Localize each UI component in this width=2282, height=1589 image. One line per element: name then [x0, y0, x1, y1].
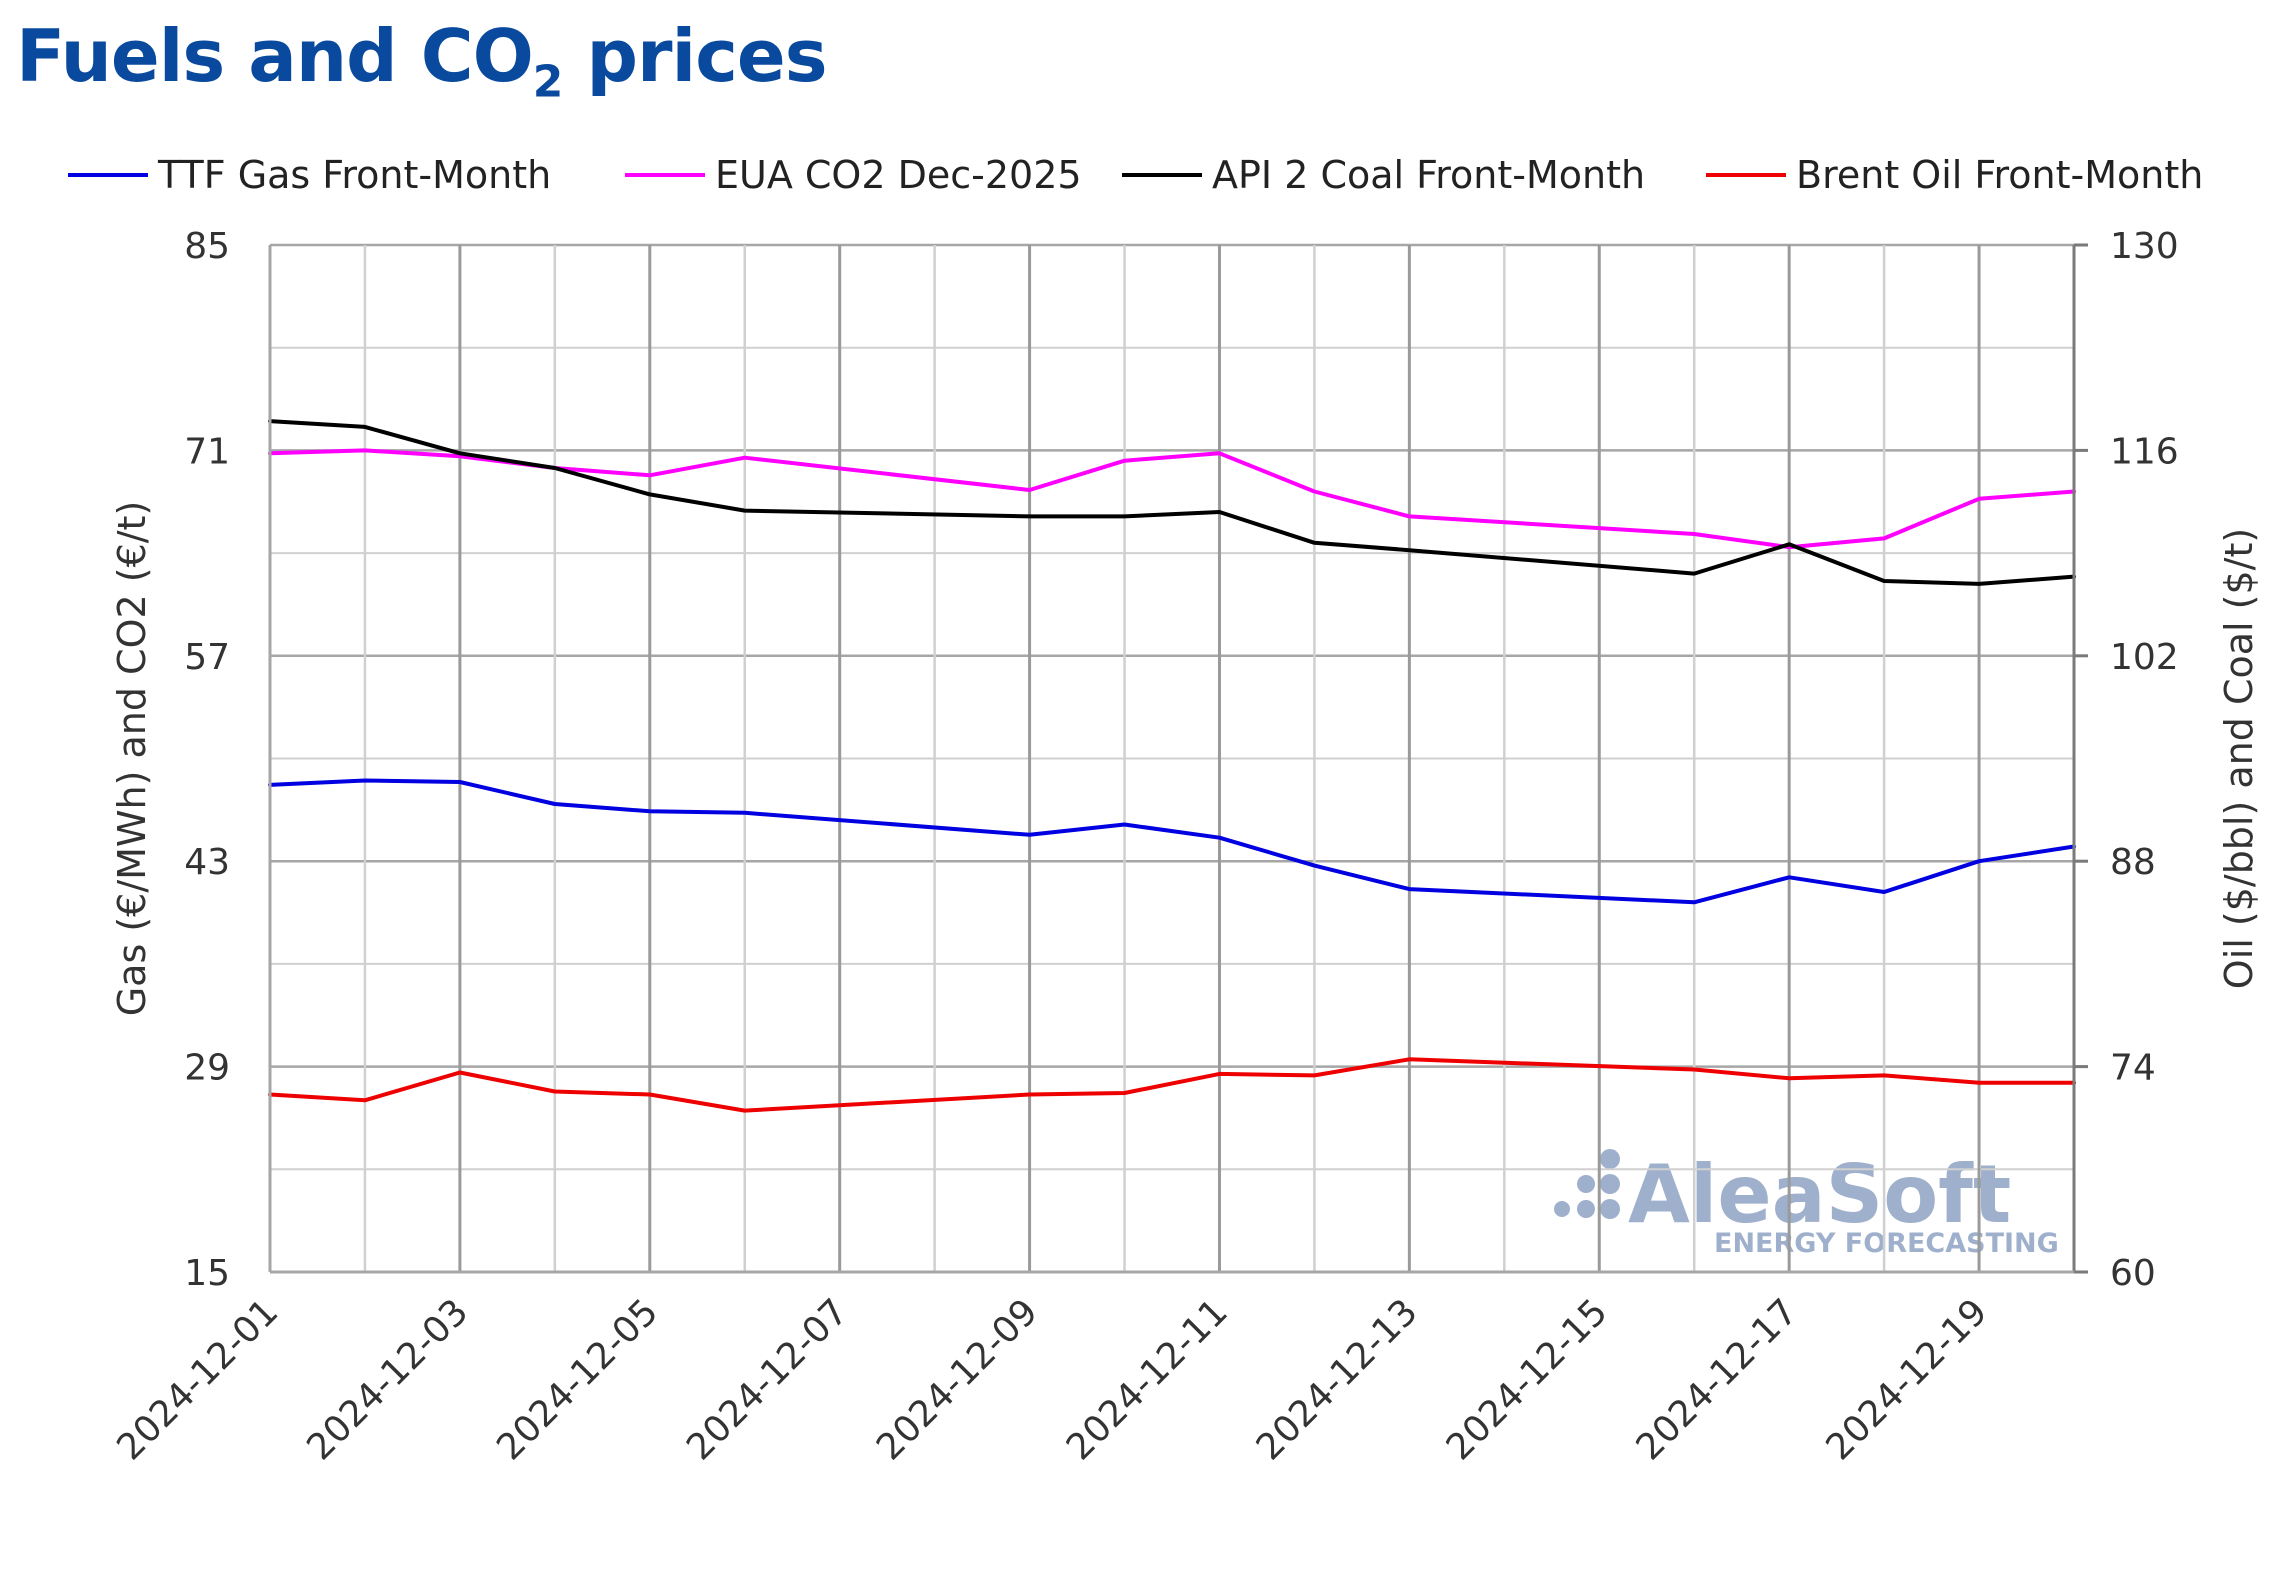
x-tick-label: 2024-12-15 [1439, 1291, 1616, 1468]
y-right-tick-label: 88 [2110, 842, 2156, 883]
x-tick-label: 2024-12-01 [109, 1291, 286, 1468]
title-subscript: 2 [532, 56, 564, 108]
title-tail: prices [562, 14, 827, 98]
watermark-dots-icon [1554, 1149, 1620, 1219]
x-tick-label: 2024-12-11 [1059, 1291, 1236, 1468]
y-right-tick-label: 102 [2110, 637, 2179, 678]
x-tick-label: 2024-12-07 [679, 1291, 856, 1468]
legend-label-1: TTF Gas Front-Month [157, 153, 551, 197]
title-main: Fuels and CO [16, 14, 534, 98]
y-right-tick-label: 60 [2110, 1253, 2156, 1294]
legend-label-3: API 2 Coal Front-Month [1212, 153, 1645, 197]
series-line-1 [268, 778, 2076, 905]
y-right-tick-label: 116 [2110, 431, 2179, 472]
y-left-tick-label: 29 [184, 1048, 230, 1089]
x-tick-label: 2024-12-05 [489, 1291, 666, 1468]
y-left-tick-label: 71 [184, 431, 230, 472]
watermark-brand: AleaSoft [1628, 1148, 2011, 1241]
series-layer [268, 419, 2076, 1113]
y-left-axis-title: Gas (€/MWh) and CO2 (€/t) [110, 501, 154, 1017]
y-right-tick-label: 130 [2110, 226, 2179, 267]
x-tick-label: 2024-12-03 [299, 1291, 476, 1468]
watermark-tagline: ENERGY FORECASTING [1714, 1228, 2059, 1259]
legend: TTF Gas Front-Month EUA CO2 Dec-2025 API 2… [68, 153, 2203, 197]
y-left-tick-label: 43 [184, 842, 230, 883]
x-tick-label: 2024-12-17 [1629, 1291, 1806, 1468]
series-line-3 [268, 419, 2076, 586]
grid [268, 243, 2076, 1274]
watermark: AleaSoft ENERGY FORECASTING [1554, 1148, 2059, 1259]
y-left-tick-label: 57 [184, 637, 230, 678]
y-right-axis-title: Oil ($/bbl) and Coal ($/t) [2217, 528, 2261, 989]
x-tick-label: 2024-12-13 [1249, 1291, 1426, 1468]
legend-label-2: EUA CO2 Dec-2025 [715, 153, 1082, 197]
y-left-tick-label: 85 [184, 226, 230, 267]
y-left-tick-label: 15 [184, 1253, 230, 1294]
chart-title: Fuels and CO2 prices [16, 14, 828, 108]
x-tick-label: 2024-12-19 [1818, 1291, 1995, 1468]
y-right-tick-label: 74 [2110, 1048, 2156, 1089]
x-tick-label: 2024-12-09 [869, 1291, 1046, 1468]
series-line-4 [268, 1057, 2076, 1113]
legend-label-4: Brent Oil Front-Month [1796, 153, 2203, 197]
